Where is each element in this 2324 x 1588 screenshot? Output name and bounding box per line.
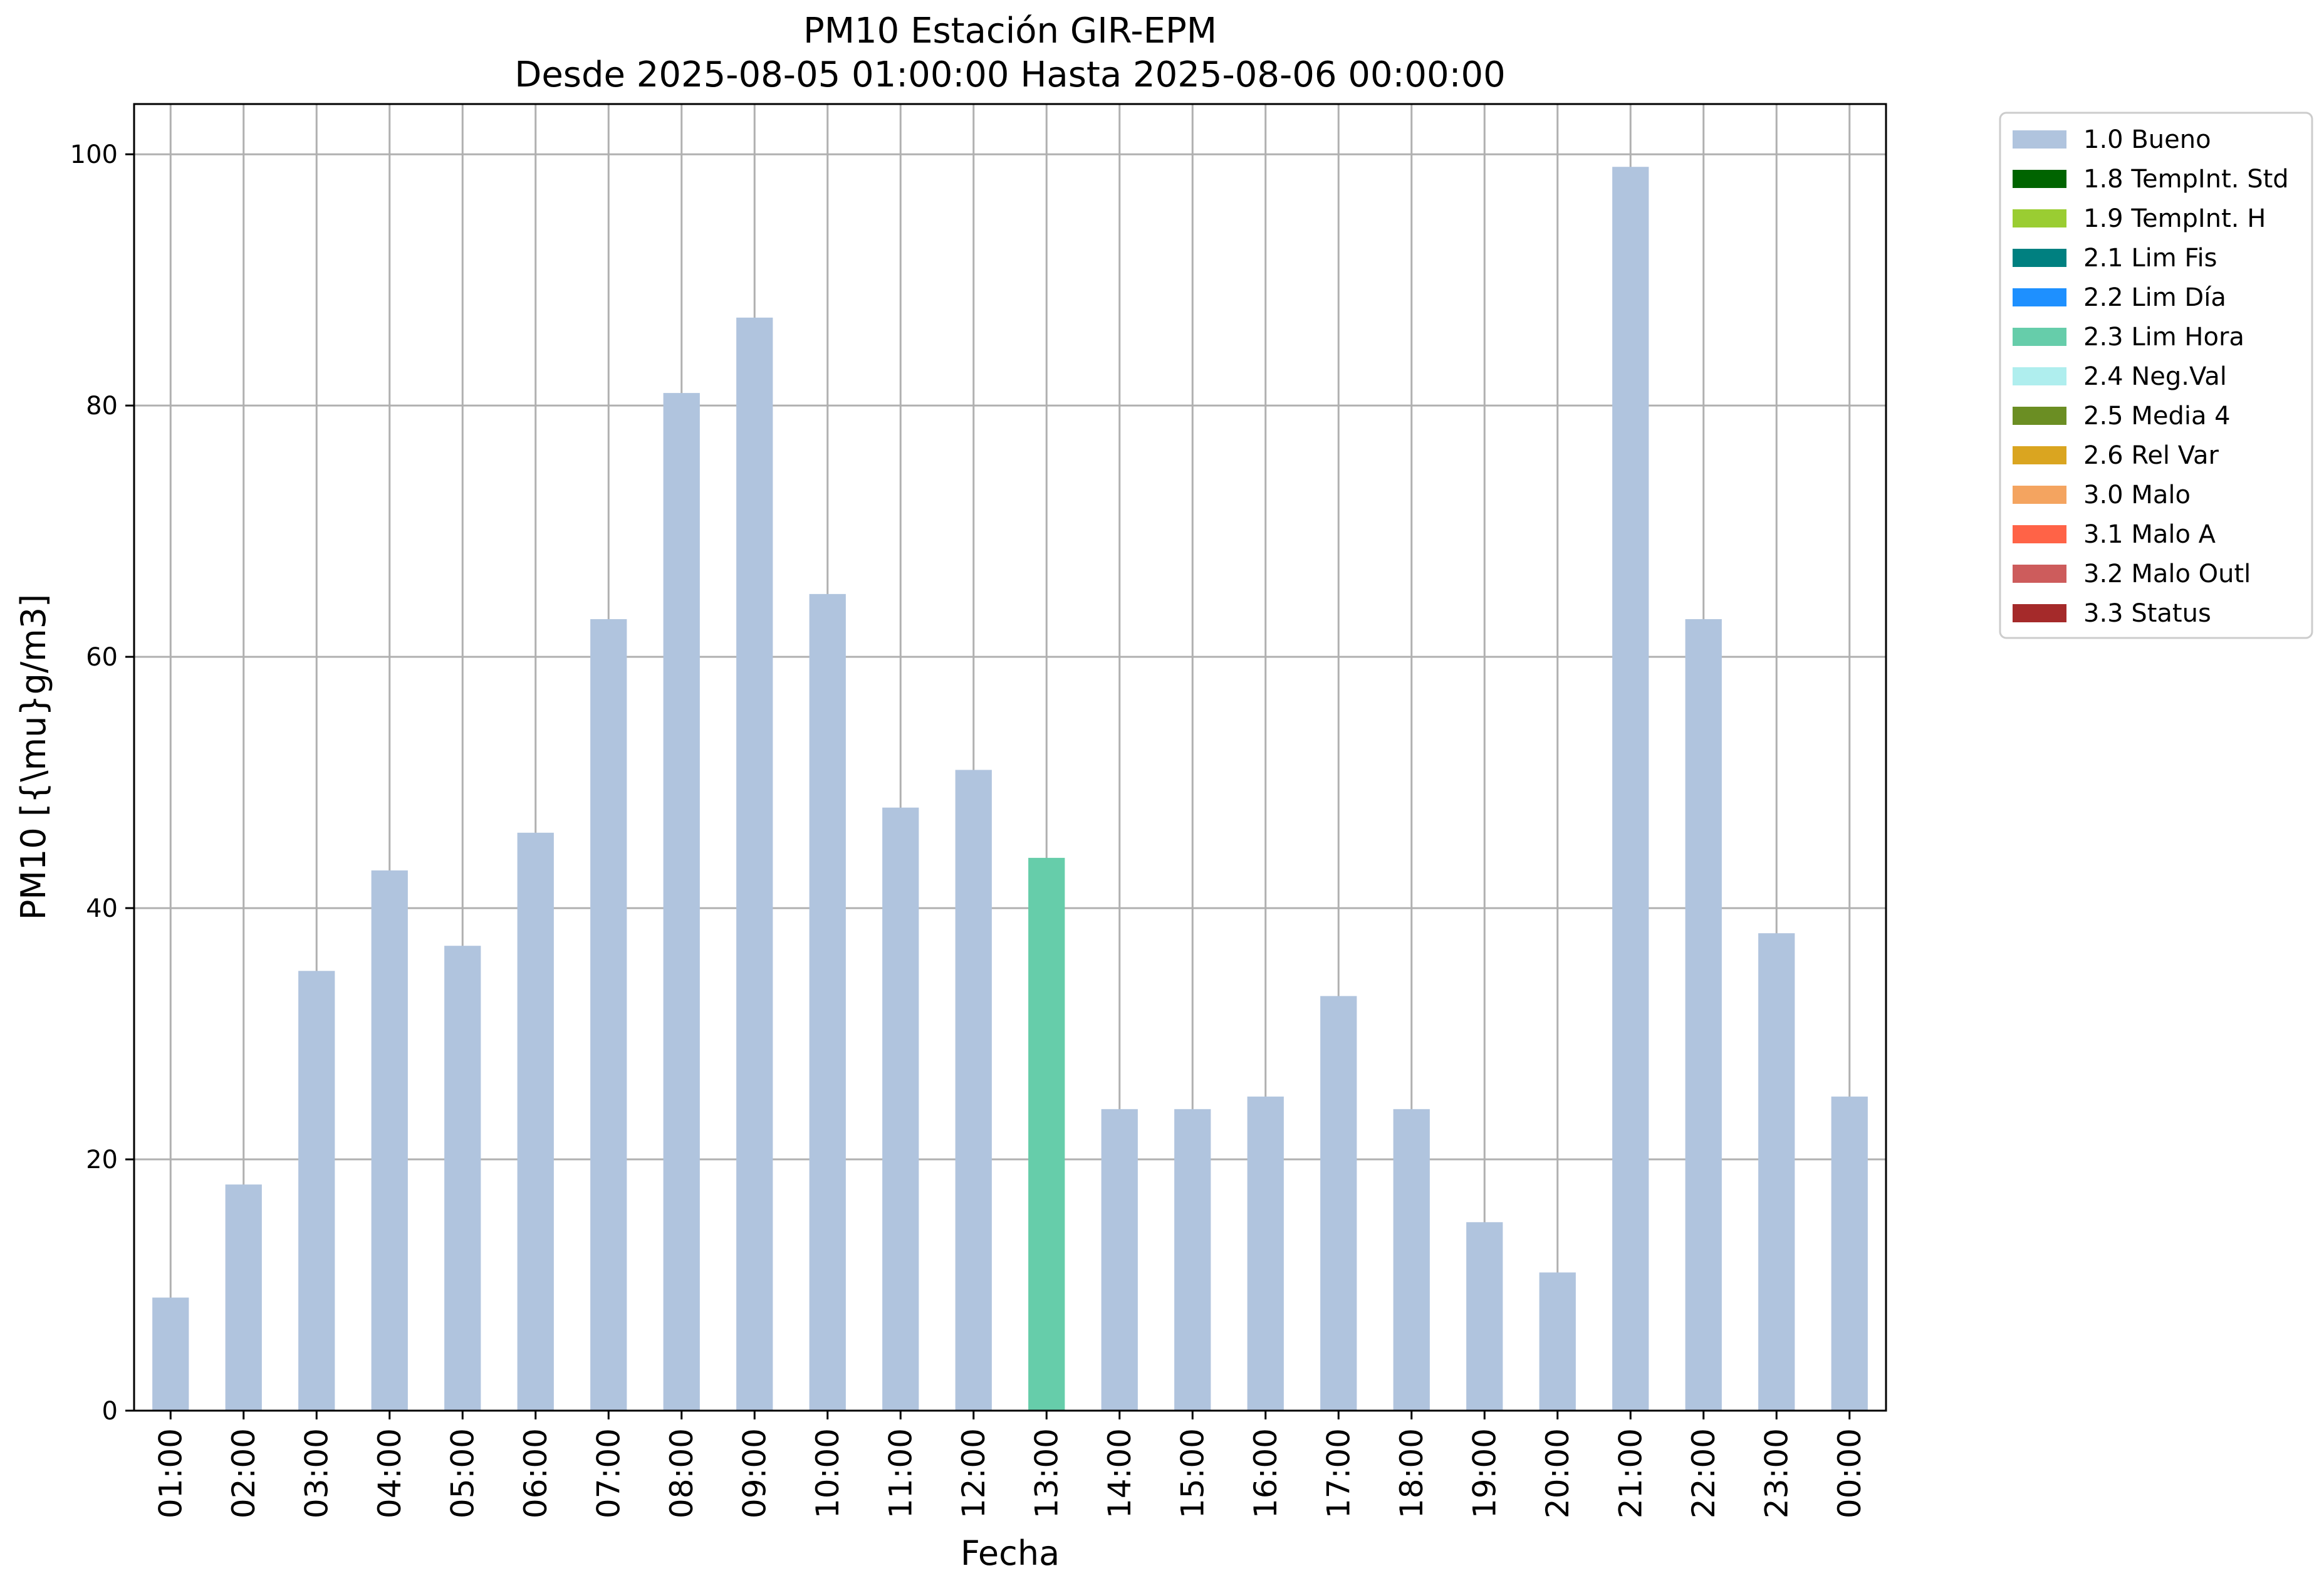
x-axis-label: Fecha	[961, 1533, 1060, 1573]
legend-label: 2.2 Lim Día	[2083, 283, 2226, 312]
bar-1400	[1101, 1109, 1138, 1411]
legend-label: 2.1 Lim Fis	[2083, 244, 2217, 273]
y-axis: 0 20 40 60 80 100	[70, 140, 134, 1426]
legend-label: 1.9 TempInt. H	[2083, 204, 2266, 233]
bar-1600	[1247, 1096, 1284, 1411]
bar-0400	[371, 870, 408, 1411]
bar-2100	[1612, 167, 1649, 1411]
legend-label: 2.6 Rel Var	[2083, 441, 2219, 470]
legend-swatch	[2013, 209, 2066, 227]
legend-label: 1.8 TempInt. Std	[2083, 165, 2289, 194]
bar-1300	[1028, 857, 1065, 1411]
x-tick-label: 13:00	[1028, 1428, 1065, 1518]
y-tick-label: 20	[86, 1146, 118, 1174]
bar-1200	[955, 770, 992, 1411]
x-tick-label: 22:00	[1686, 1428, 1722, 1518]
bar-0300	[298, 971, 335, 1411]
y-axis-label: PM10 [{\mu}g/m3]	[14, 594, 53, 920]
bar-1500	[1174, 1109, 1211, 1411]
legend-swatch	[2013, 170, 2066, 188]
x-tick-label: 16:00	[1248, 1428, 1284, 1518]
legend-swatch	[2013, 525, 2066, 543]
bar-1100	[882, 807, 919, 1411]
bar-2200	[1685, 619, 1722, 1411]
legend-swatch	[2013, 367, 2066, 385]
legend-swatch	[2013, 288, 2066, 306]
legend-label: 3.2 Malo Outl	[2083, 560, 2251, 588]
bar-0600	[517, 832, 554, 1411]
x-tick-label: 23:00	[1758, 1428, 1795, 1518]
x-tick-label: 17:00	[1320, 1428, 1357, 1518]
y-tick-label: 80	[86, 392, 118, 421]
bars	[152, 167, 1868, 1411]
x-tick-label: 21:00	[1612, 1428, 1649, 1518]
bar-1900	[1466, 1222, 1503, 1411]
legend-label: 2.5 Media 4	[2083, 402, 2231, 431]
legend: 1.0 Bueno 1.8 TempInt. Std 1.9 TempInt. H 2…	[1999, 112, 2313, 639]
x-tick-label: 06:00	[518, 1428, 554, 1518]
bar-2000	[1539, 1272, 1576, 1411]
x-tick-label: 03:00	[298, 1428, 335, 1518]
x-tick-label: 19:00	[1466, 1428, 1503, 1518]
bar-0100	[152, 1297, 189, 1411]
legend-label: 2.4 Neg.Val	[2083, 362, 2227, 391]
x-tick-label: 09:00	[736, 1428, 773, 1518]
x-tick-label: 11:00	[882, 1428, 919, 1518]
legend-swatch	[2013, 249, 2066, 267]
x-tick-label: 04:00	[372, 1428, 408, 1518]
x-tick-label: 15:00	[1174, 1428, 1211, 1518]
x-tick-label: 10:00	[810, 1428, 846, 1518]
x-tick-label: 18:00	[1394, 1428, 1430, 1518]
legend-label: 1.0 Bueno	[2083, 125, 2211, 154]
legend-label: 2.3 Lim Hora	[2083, 323, 2244, 352]
bar-0900	[736, 317, 773, 1411]
legend-label: 3.3 Status	[2083, 599, 2211, 628]
legend-swatch	[2013, 604, 2066, 622]
x-tick-label: 02:00	[226, 1428, 262, 1518]
bar-1000	[809, 593, 846, 1411]
y-tick-label: 40	[86, 894, 118, 923]
x-tick-label: 05:00	[444, 1428, 481, 1518]
legend-swatch	[2013, 446, 2066, 464]
legend-label: 3.1 Malo A	[2083, 520, 2216, 549]
legend-swatch	[2013, 407, 2066, 425]
y-tick-label: 100	[70, 140, 118, 169]
x-axis: 01:00 02:00 03:00 04:00 05:00 06:00 07:00 08:00…	[152, 1411, 1868, 1518]
x-tick-label: 14:00	[1102, 1428, 1138, 1518]
y-tick-label: 60	[86, 643, 118, 672]
bar-0700	[590, 619, 627, 1411]
bar-0200	[225, 1184, 262, 1411]
chart-subtitle: Desde 2025-08-05 01:00:00 Hasta 2025-08-…	[514, 55, 1506, 95]
plot-frame	[133, 103, 1887, 1412]
chart-title: PM10 Estación GIR-EPM	[803, 11, 1217, 51]
x-tick-label: 07:00	[590, 1428, 627, 1518]
legend-swatch	[2013, 328, 2066, 346]
legend-swatch	[2013, 130, 2066, 149]
bar-0800	[663, 393, 700, 1411]
bar-2300	[1758, 933, 1795, 1411]
x-tick-label: 00:00	[1832, 1428, 1868, 1518]
x-tick-label: 01:00	[152, 1428, 189, 1518]
y-tick-label: 0	[102, 1397, 118, 1426]
x-tick-label: 08:00	[664, 1428, 700, 1518]
x-tick-label: 12:00	[956, 1428, 992, 1518]
bar-0500	[444, 946, 481, 1411]
legend-swatch	[2013, 486, 2066, 504]
bar-1800	[1393, 1109, 1430, 1411]
legend-items: 1.0 Bueno 1.8 TempInt. Std 1.9 TempInt. H 2…	[2013, 125, 2289, 628]
legend-frame	[1999, 112, 2313, 639]
legend-label: 3.0 Malo	[2083, 481, 2191, 509]
bar-1700	[1320, 996, 1357, 1411]
legend-swatch	[2013, 565, 2066, 583]
x-tick-label: 20:00	[1540, 1428, 1576, 1518]
bar-0000	[1831, 1096, 1868, 1411]
